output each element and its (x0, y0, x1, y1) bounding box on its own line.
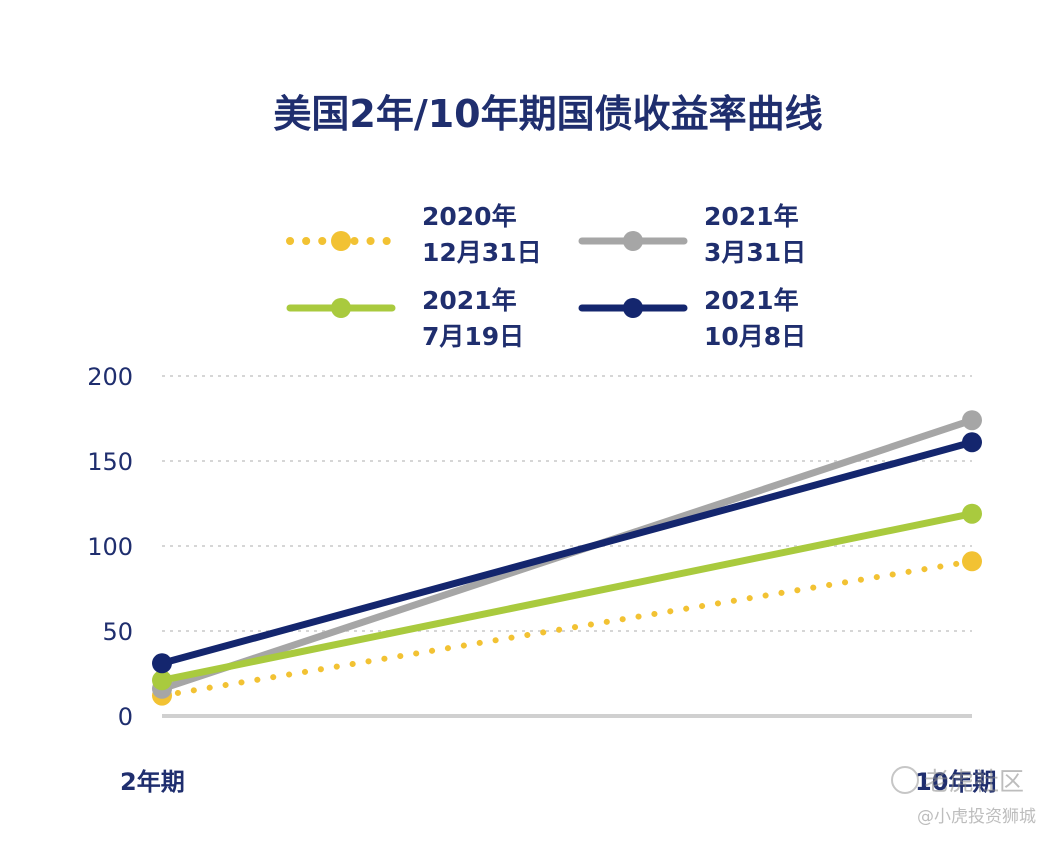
series-line-2 (158, 510, 976, 684)
data-point-0-1 (962, 551, 982, 572)
data-point-2-1 (962, 503, 982, 524)
x-tick-label-10y: 10年期 (915, 768, 996, 796)
watermark-line1: 老虎社区 (924, 767, 1024, 796)
legend-label-line2-0: 12月31日 (422, 238, 542, 267)
legend: 2020年 12月31日 2021年 3月31日 2021年 7月19日 2021年 10月8… (286, 202, 806, 351)
y-tick-label-200: 200 (87, 363, 133, 391)
legend-item-1: 2021年 3月31日 (578, 202, 806, 267)
legend-label-line2-1: 3月31日 (704, 238, 806, 267)
series-lines (152, 410, 982, 706)
watermark-line2: @小虎投资狮城 (917, 807, 1036, 827)
data-point-3-0 (152, 653, 172, 674)
x-tick-label-2y: 2年期 (120, 768, 185, 796)
legend-item-0: 2020年 12月31日 (286, 202, 542, 267)
y-tick-label-50: 50 (102, 618, 133, 646)
x-axis: 2年期 10年期 (120, 768, 996, 796)
legend-item-3: 2021年 10月8日 (578, 286, 806, 351)
legend-label-line1-0: 2020年 (422, 202, 517, 231)
y-tick-label-100: 100 (87, 533, 133, 561)
data-point-2-0 (152, 670, 172, 691)
y-tick-label-150: 150 (87, 448, 133, 476)
legend-label-line2-3: 10月8日 (704, 322, 806, 351)
y-tick-label-0: 0 (118, 703, 133, 731)
legend-swatch-marker-3 (623, 298, 643, 318)
watermark-logo-icon (891, 766, 919, 794)
chart-title: 美国2年/10年期国债收益率曲线 (273, 92, 822, 136)
gridlines (162, 375, 972, 718)
y-axis: 0 50 100 150 200 (87, 363, 133, 731)
legend-item-2: 2021年 7月19日 (286, 286, 524, 351)
series-line-3 (158, 438, 976, 667)
legend-label-line2-2: 7月19日 (422, 322, 524, 351)
watermark: 老虎社区 @小虎投资狮城 (891, 766, 1036, 827)
data-point-3-1 (962, 432, 982, 453)
legend-swatch-marker-2 (331, 298, 351, 318)
legend-label-line1-2: 2021年 (422, 286, 517, 315)
series-3 (152, 432, 982, 674)
legend-label-line1-1: 2021年 (704, 202, 799, 231)
legend-swatch-marker-1 (623, 231, 643, 251)
data-point-1-1 (962, 410, 982, 431)
series-2 (152, 503, 982, 691)
legend-swatch-marker-0 (331, 231, 351, 251)
legend-label-line1-3: 2021年 (704, 286, 799, 315)
